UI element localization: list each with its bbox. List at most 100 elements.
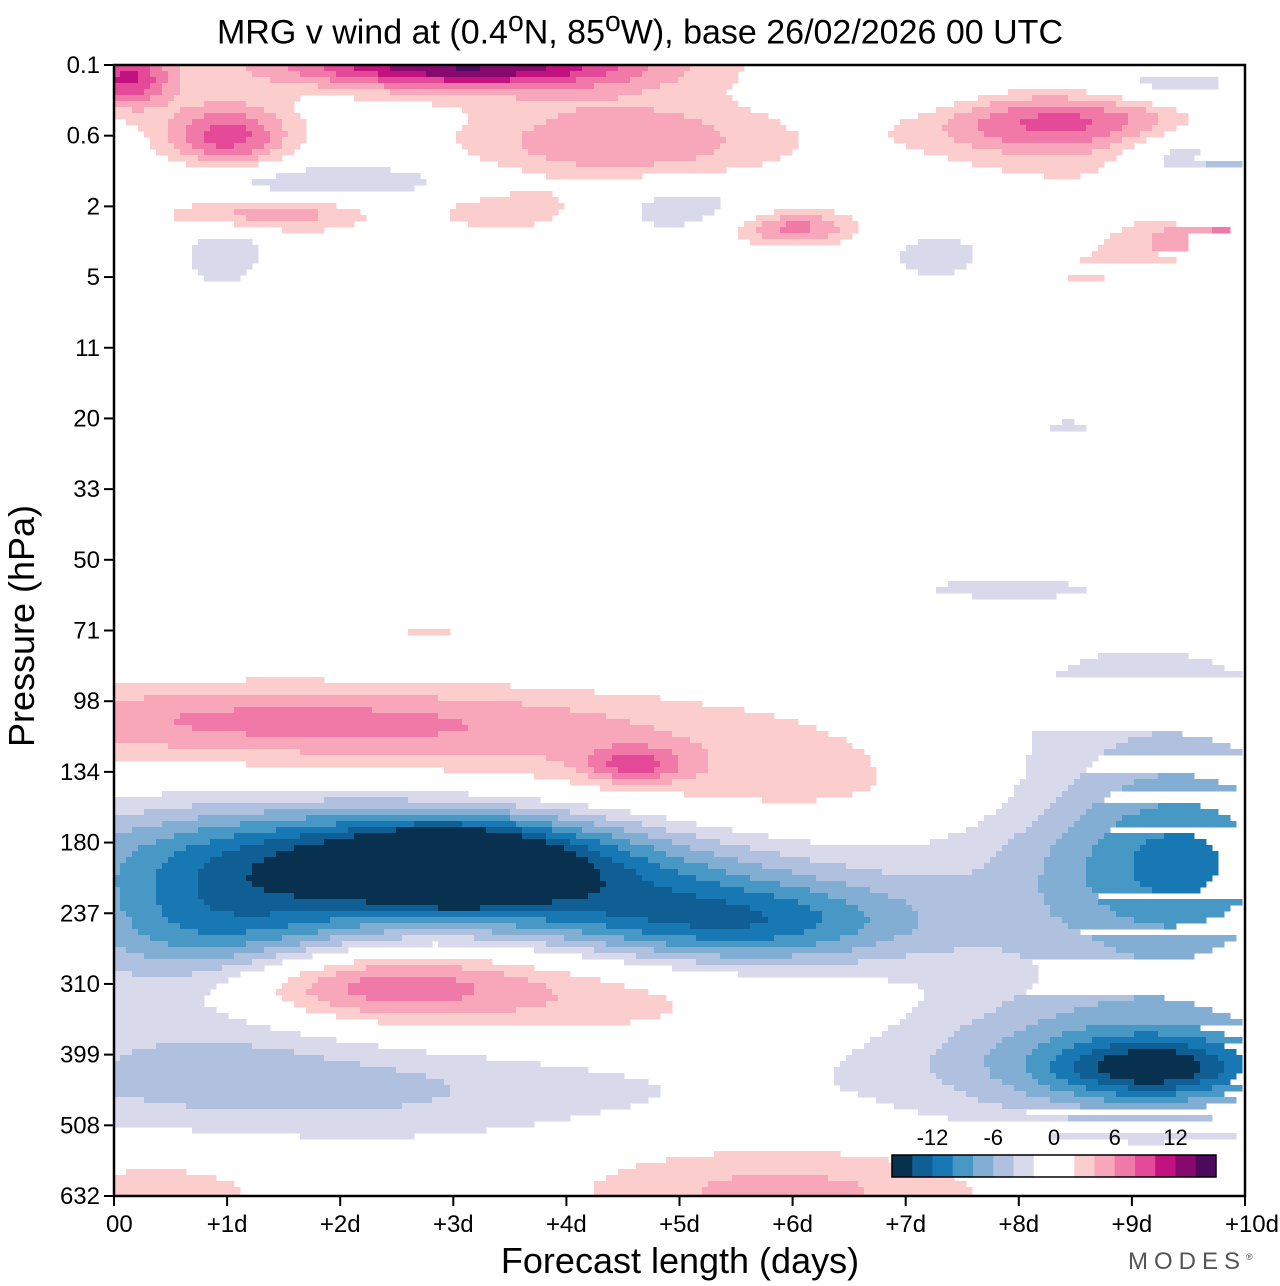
contour-band [114, 749, 301, 756]
contour-band [822, 917, 871, 924]
contour-band [198, 869, 253, 876]
contour-band [630, 77, 679, 84]
contour-band [1014, 785, 1069, 792]
contour-band [630, 851, 667, 858]
contour-band [114, 101, 169, 108]
contour-band [1002, 803, 1051, 810]
contour-band [1080, 1103, 1207, 1110]
contour-band [438, 695, 661, 702]
contour-band [1164, 227, 1213, 234]
contour-band [900, 119, 949, 126]
contour-band [642, 821, 697, 828]
contour-band [1086, 809, 1141, 816]
contour-band [150, 71, 169, 78]
contour-band [156, 869, 199, 876]
contour-band [132, 971, 193, 978]
contour-band [618, 95, 733, 102]
x-tick-label: +9d [1112, 1211, 1153, 1238]
contour-band [888, 1025, 961, 1032]
contour-band [864, 1043, 943, 1050]
contour-band [792, 953, 907, 960]
contour-band [1062, 1049, 1093, 1056]
contour-band [1134, 869, 1219, 876]
contour-band [198, 929, 247, 936]
x-tick-label: +2d [320, 1211, 361, 1238]
contour-band [714, 851, 781, 858]
contour-band [186, 845, 241, 852]
contour-band [978, 95, 1033, 102]
contour-band [330, 917, 547, 924]
contour-band [300, 71, 337, 78]
contour-band [606, 1175, 733, 1182]
contour-band [846, 863, 985, 870]
contour-band [450, 209, 559, 216]
contour-band [750, 845, 1003, 852]
contour-band [114, 1001, 205, 1008]
contour-band [774, 935, 841, 942]
contour-band [324, 965, 367, 972]
contour-band [120, 887, 157, 894]
contour-band [1092, 845, 1141, 852]
contour-band [966, 1091, 1027, 1098]
contour-band [1050, 845, 1093, 852]
contour-band [528, 149, 715, 156]
contour-band [1050, 851, 1093, 858]
contour-band [936, 107, 973, 114]
contour-band [1104, 239, 1153, 246]
contour-band [462, 107, 577, 114]
contour-band [282, 125, 307, 132]
contour-band [276, 113, 301, 120]
contour-band [654, 197, 721, 204]
contour-band [738, 227, 757, 234]
y-tick-label: 310 [60, 971, 100, 998]
contour-band [276, 953, 313, 960]
contour-band [1218, 1073, 1237, 1080]
contour-band [684, 71, 739, 78]
contour-band [204, 131, 253, 138]
contour-band [564, 935, 625, 942]
contour-band [588, 761, 607, 768]
contour-band [1014, 1031, 1063, 1038]
contour-band [1050, 803, 1093, 810]
contour-band [1026, 767, 1087, 774]
contour-band [1080, 773, 1159, 780]
y-tick-label: 11 [75, 335, 100, 362]
contour-band [594, 863, 625, 870]
contour-band [114, 977, 229, 984]
contour-band [1116, 821, 1237, 828]
contour-band [330, 77, 379, 84]
title-degree-2: o [605, 6, 621, 38]
contour-band [438, 731, 673, 738]
contour-band [186, 137, 205, 144]
contour-band [444, 767, 577, 774]
contour-band [654, 845, 691, 852]
contour-band [1014, 791, 1063, 798]
contour-band [1086, 125, 1123, 132]
contour-band [114, 887, 121, 894]
contour-band [546, 917, 649, 924]
y-tick-label: 0.6 [67, 123, 100, 150]
contour-band [444, 1079, 649, 1086]
contour-band [852, 1049, 937, 1056]
contour-band [1044, 869, 1087, 876]
contour-band [1098, 1001, 1195, 1008]
contour-band [150, 137, 169, 144]
contour-band [978, 821, 1033, 828]
contour-band [114, 1073, 427, 1080]
contour-band [204, 899, 367, 906]
contour-band [150, 143, 175, 150]
contour-band [642, 71, 685, 78]
contour-band [594, 821, 643, 828]
contour-band [1032, 737, 1129, 744]
contour-band [690, 65, 745, 72]
contour-band [168, 119, 193, 126]
contour-band [294, 1001, 331, 1008]
contour-band [114, 713, 181, 720]
contour-band [114, 1067, 397, 1074]
contour-band [600, 887, 673, 894]
contour-band [1164, 833, 1195, 840]
contour-band [1122, 137, 1147, 144]
contour-band [996, 851, 1051, 858]
contour-band [138, 71, 151, 78]
contour-band [1092, 251, 1159, 258]
